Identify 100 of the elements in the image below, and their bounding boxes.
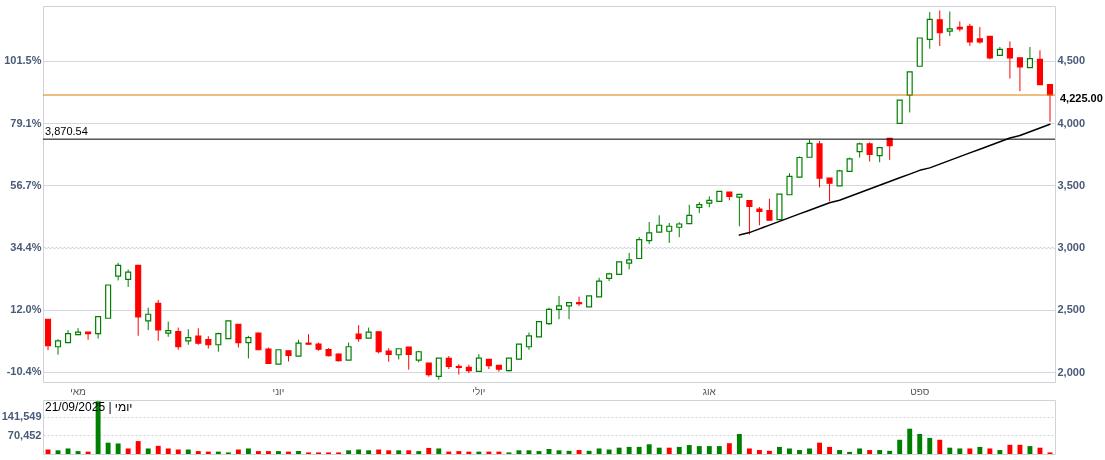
bar — [115, 443, 121, 454]
bar — [766, 450, 772, 454]
y2-tick-label: 56.7% — [10, 178, 42, 191]
bar — [586, 450, 592, 454]
candlestick — [786, 172, 793, 196]
bar — [296, 451, 301, 454]
bar — [907, 428, 913, 454]
x-tick-label: אוג — [702, 385, 717, 397]
bar — [867, 450, 873, 454]
bar — [606, 449, 612, 454]
candlestick — [1026, 46, 1034, 69]
bar — [135, 441, 141, 454]
candlestick — [756, 206, 763, 226]
x-tick-label: מאי — [70, 385, 87, 397]
bar — [105, 442, 111, 454]
ref-line-label: 3,870.54 — [45, 125, 88, 138]
bar — [396, 450, 402, 454]
y-tick-label: 141,549 — [1, 410, 42, 423]
candlestick — [565, 302, 573, 320]
y-tick-label: 2,500 — [1057, 303, 1086, 316]
bar — [847, 451, 853, 454]
bar — [997, 450, 1003, 454]
bar — [777, 446, 782, 454]
bar — [235, 449, 241, 454]
bar — [416, 451, 422, 454]
candlestick — [636, 236, 643, 260]
bar — [125, 448, 131, 454]
bar — [276, 451, 281, 454]
candlestick — [826, 177, 833, 202]
bar — [255, 451, 261, 454]
candlestick — [686, 204, 693, 225]
bar — [576, 450, 582, 454]
bar — [366, 450, 372, 454]
bar — [626, 446, 632, 454]
bar — [857, 448, 863, 454]
bar — [656, 447, 662, 454]
candlestick — [75, 327, 82, 336]
candlestick — [555, 295, 563, 320]
candlestick — [936, 9, 943, 47]
candlestick — [1006, 40, 1013, 80]
x-tick-label: ספט — [910, 385, 930, 397]
bar — [957, 448, 963, 454]
bar — [1017, 444, 1023, 454]
candlestick — [1016, 57, 1023, 92]
bar — [676, 446, 682, 454]
candlestick — [175, 327, 182, 351]
candlestick — [54, 338, 62, 356]
candlestick — [145, 307, 152, 331]
candlestick — [926, 11, 933, 50]
y2-tick-label: -10.4% — [6, 365, 42, 378]
bar — [947, 447, 953, 454]
bar — [726, 443, 732, 454]
y-tick-label: 4,000 — [1057, 116, 1086, 129]
bar — [807, 448, 812, 454]
bar — [827, 446, 833, 454]
bar — [175, 449, 181, 454]
bar — [456, 451, 462, 454]
bar — [356, 449, 362, 454]
bar — [386, 450, 392, 454]
candlestick — [646, 221, 653, 245]
bar — [636, 446, 642, 454]
candlestick — [736, 193, 743, 227]
candlestick — [405, 346, 412, 371]
bar — [817, 442, 822, 454]
candlestick — [946, 10, 953, 37]
bar — [346, 450, 352, 454]
candlestick — [375, 331, 382, 354]
y-tick-label: 4,500 — [1057, 54, 1086, 67]
y-tick-label: 3,500 — [1057, 178, 1086, 191]
candlestick — [576, 296, 583, 307]
y-tick-label: 3,000 — [1057, 241, 1086, 254]
bar — [245, 448, 251, 454]
candlestick — [235, 323, 242, 349]
bar — [746, 448, 752, 454]
bar — [1027, 446, 1033, 454]
bar — [967, 448, 973, 454]
candlestick — [906, 71, 913, 113]
candlestick — [976, 26, 983, 45]
bar — [155, 445, 161, 454]
bar — [516, 450, 522, 454]
bar — [877, 450, 883, 454]
candlestick — [746, 200, 753, 236]
bar — [436, 448, 442, 454]
candlestick — [245, 335, 252, 359]
bar — [195, 451, 201, 454]
candlestick — [896, 99, 903, 125]
candlestick — [766, 198, 773, 221]
x-tick-label: יולי — [472, 385, 486, 397]
bar — [736, 433, 742, 454]
bar — [787, 448, 792, 454]
bar — [706, 446, 712, 454]
bar — [897, 439, 903, 454]
bar — [977, 446, 983, 454]
bar — [265, 451, 271, 454]
bar — [406, 450, 412, 454]
bar — [646, 444, 652, 454]
x-tick-label: יוני — [272, 385, 285, 397]
bar — [666, 447, 672, 454]
bar — [165, 448, 171, 454]
bar — [596, 448, 602, 454]
